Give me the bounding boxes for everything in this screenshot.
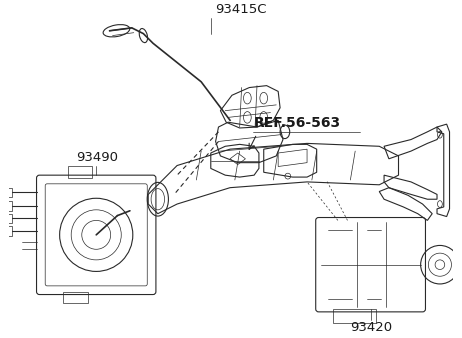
Text: 93420: 93420	[350, 321, 393, 335]
Text: 93490: 93490	[76, 151, 118, 164]
Text: 93415C: 93415C	[216, 3, 267, 16]
Text: REF.56-563: REF.56-563	[254, 116, 341, 130]
